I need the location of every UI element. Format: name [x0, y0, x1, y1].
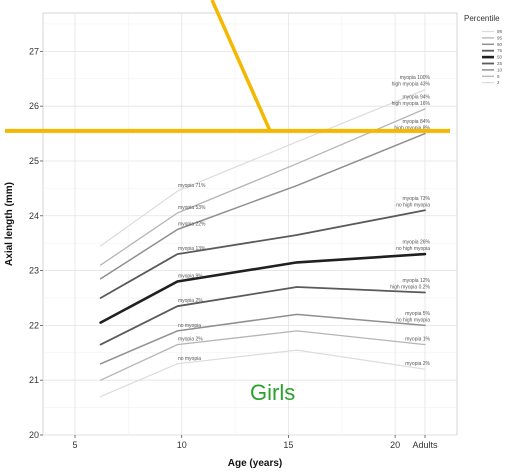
x-axis-title: Age (years)	[228, 458, 282, 469]
series-label-right: myopia 1%	[405, 337, 430, 343]
series-label-left: myopia 71%	[178, 183, 206, 189]
series-label-right: myopia 2%	[405, 361, 430, 367]
y-tick-label: 24	[29, 211, 39, 221]
series-line-p75	[99, 209, 426, 299]
series-label-right: myopia 12%	[402, 278, 430, 284]
legend-title: Percentile	[464, 14, 500, 23]
x-ticks: 5 10 15 20 Adults	[73, 435, 438, 450]
percentile-labels: myopia 71% myopia 100%high myopia 43% myop…	[178, 75, 431, 367]
series-label-left: myopia 2%	[178, 298, 203, 304]
y-tick-label: 22	[29, 320, 39, 330]
series-line-p50	[99, 252, 427, 324]
highlight-overlay	[5, 0, 450, 133]
y-tick-label: 25	[29, 156, 39, 166]
series-label-left: myopia 22%	[178, 221, 206, 227]
series-label-right: no high myopia	[396, 246, 430, 252]
legend-entry-label: 5	[497, 74, 500, 79]
legend-entry-label: 75	[497, 48, 503, 53]
series-label-left: myopia 53%	[178, 205, 206, 211]
legend-entry-label: 25	[497, 61, 503, 66]
y-tick-label: 23	[29, 266, 39, 276]
series-label-right: high myopia 16%	[392, 101, 431, 107]
y-tick-label: 27	[29, 46, 39, 56]
legend-entry-label: 50	[497, 55, 503, 60]
legend-entry-label: 98	[497, 29, 503, 34]
series-label-right: high myopia 43%	[392, 82, 431, 88]
series-label-right: myopia 26%	[402, 240, 430, 246]
series-label-right: no high myopia	[396, 317, 430, 323]
x-tick-label: Adults	[412, 440, 438, 450]
series-line-p5	[99, 330, 426, 381]
y-axis-title: Axial length (mm)	[4, 182, 15, 266]
x-tick-label: 5	[73, 440, 78, 450]
series-line-p25	[99, 286, 426, 346]
series-line-p10	[99, 313, 426, 365]
legend-entry-label: 95	[497, 35, 503, 40]
x-tick-label: 10	[177, 440, 187, 450]
series-line-p2	[99, 349, 426, 398]
series-line-p98	[99, 89, 426, 247]
series-label-left: myopia 2%	[178, 337, 203, 343]
series-label-right: myopia 73%	[402, 196, 430, 202]
y-tick-label: 20	[29, 430, 39, 440]
y-tick-label: 26	[29, 101, 39, 111]
y-tick-label: 21	[29, 375, 39, 385]
series-line-p95	[99, 108, 426, 266]
highlight-pointer	[210, 0, 272, 132]
percentile-lines	[99, 89, 427, 398]
series-label-right: high myopia 0.2%	[390, 285, 430, 291]
girls-label: Girls	[250, 380, 295, 405]
series-line-p90	[99, 132, 426, 280]
series-label-right: myopia 5%	[405, 311, 430, 317]
series-label-right: no high myopia	[396, 202, 430, 208]
y-ticks: 20 21 22 23 24 25 26 27	[29, 46, 43, 440]
x-tick-label: 20	[390, 440, 400, 450]
series-label-left: myopia 9%	[178, 274, 203, 280]
series-label-right: high myopia 8%	[394, 126, 430, 132]
x-tick-label: 15	[283, 440, 293, 450]
legend-entry-label: 90	[497, 42, 503, 47]
series-label-left: myopia 13%	[178, 246, 206, 252]
series-label-right: myopia 100%	[400, 75, 431, 81]
series-label-left: no myopia	[178, 323, 201, 329]
series-label-right: myopia 84%	[402, 119, 430, 125]
legend-entry-label: 2	[497, 80, 500, 85]
series-label-left: no myopia	[178, 356, 201, 362]
series-label-right: myopia 94%	[402, 94, 430, 100]
grid	[43, 13, 457, 436]
legend-entry-label: 10	[497, 67, 503, 72]
